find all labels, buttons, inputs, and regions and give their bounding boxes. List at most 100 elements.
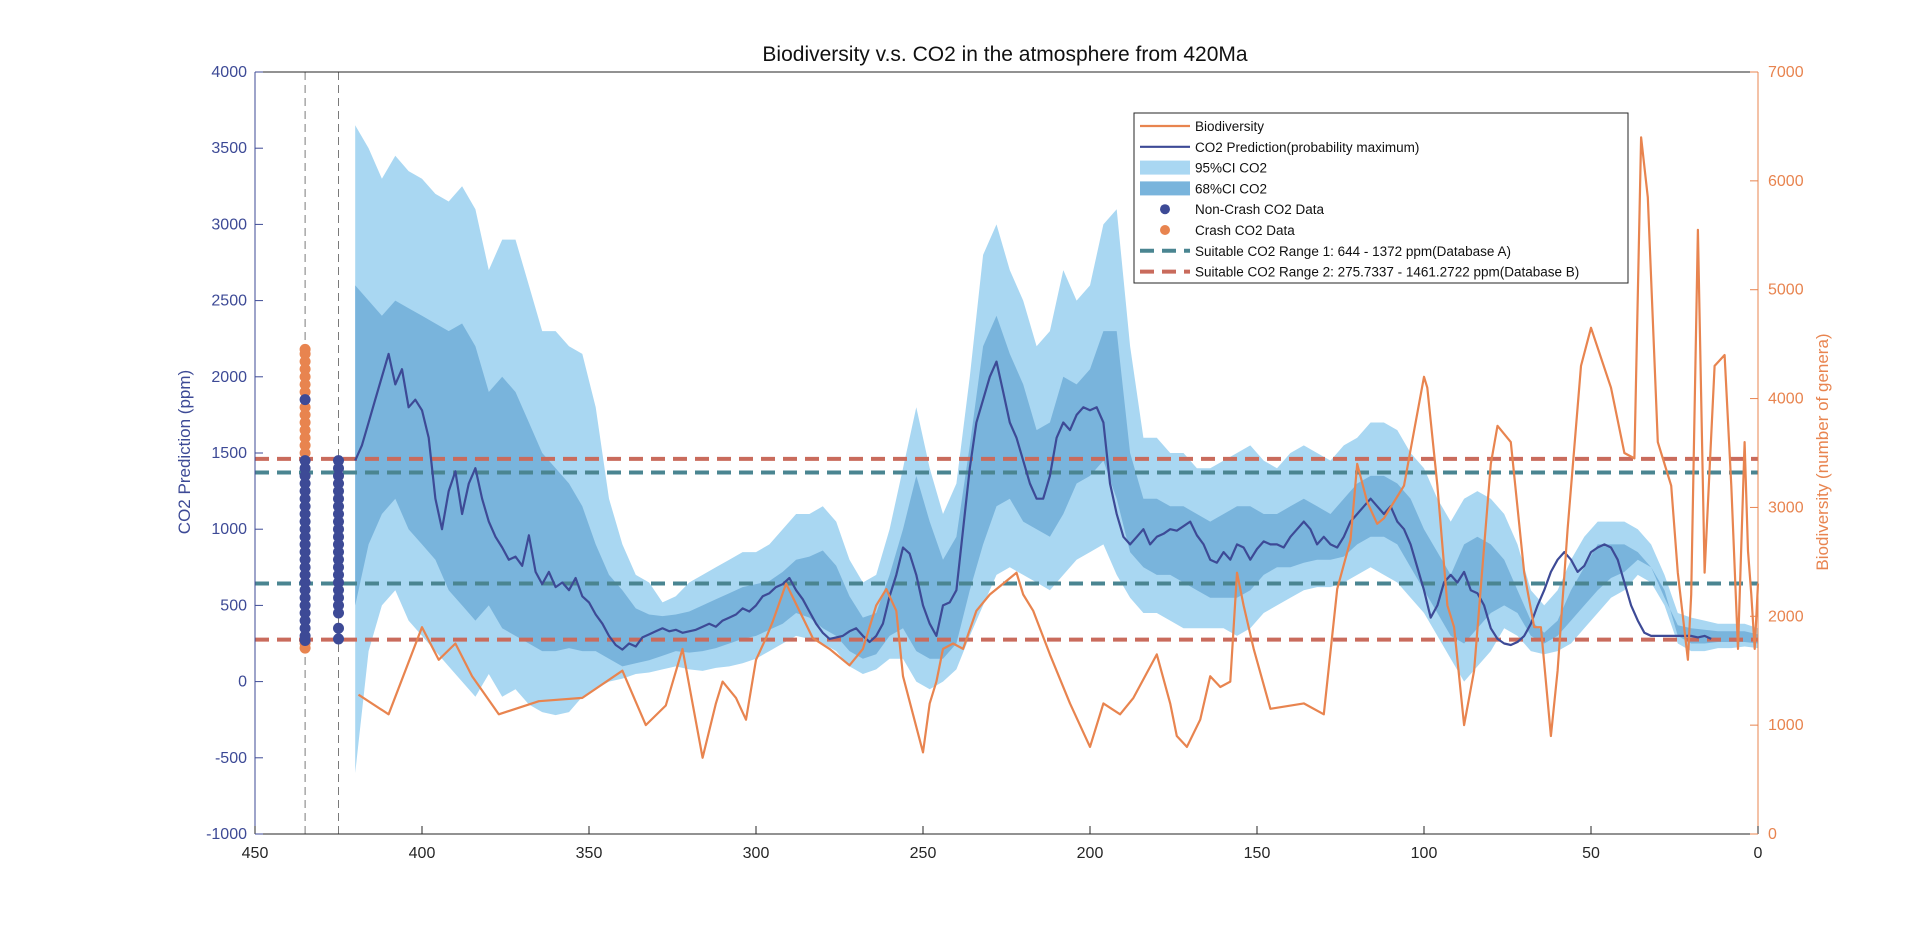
non-crash-data-point (299, 485, 311, 497)
non-crash-data-point (299, 546, 311, 558)
y-tick-label-left: 3500 (211, 140, 247, 157)
ci68-band (355, 285, 1759, 667)
legend-swatch-patch (1140, 181, 1190, 196)
y-tick-label-right: 1000 (1768, 717, 1804, 734)
legend-box (1133, 112, 1629, 284)
non-crash-data-point (299, 584, 311, 596)
non-crash-data-point (299, 569, 311, 581)
legend-label: Biodiversity (1195, 119, 1264, 134)
chart-title: Biodiversity v.s. CO2 in the atmosphere … (762, 43, 1247, 66)
y-tick-label-right: 2000 (1768, 608, 1804, 625)
x-tick-label: 300 (743, 845, 770, 862)
y-tick-label-left: 500 (220, 597, 247, 614)
crash-data-point (299, 432, 311, 444)
tick-labels: 450 400 350 300 250 200 150 100 50 0-1000-5000500… (206, 64, 1804, 862)
non-crash-data-point (299, 622, 311, 634)
y-tick-label-right: 6000 (1768, 173, 1804, 190)
non-crash-data-point (333, 508, 344, 520)
non-crash-data-point (299, 561, 311, 573)
x-tick-label: 150 (1244, 845, 1271, 862)
axes (254, 71, 1759, 835)
y-tick-label-right: 3000 (1768, 499, 1804, 516)
crash-data-point (299, 401, 311, 413)
co2-series (354, 352, 1712, 651)
non-crash-data-point (333, 622, 344, 634)
y-tick-label-right: 5000 (1768, 282, 1804, 299)
ci-bands (355, 125, 1759, 774)
suitable-range-lines (255, 456, 1758, 642)
legend-label: Non-Crash CO2 Data (1195, 202, 1325, 217)
non-crash-data-point (299, 455, 311, 467)
x-tick-label: 100 (1411, 845, 1438, 862)
x-tick-label: 200 (1077, 845, 1104, 862)
crash-data-point (299, 363, 311, 375)
y-tick-label-left: 2500 (211, 293, 247, 310)
non-crash-data-point (299, 493, 311, 505)
non-crash-data-point (299, 538, 311, 550)
crash-data-point (299, 409, 311, 421)
non-crash-data-point (299, 516, 311, 528)
non-crash-data-point (299, 500, 311, 512)
legend-label: Suitable CO2 Range 2: 275.7337 - 1461.27… (1195, 265, 1579, 280)
legend-label: 95%CI CO2 (1195, 161, 1267, 176)
non-crash-data-point (299, 477, 311, 489)
crash-data-point (299, 417, 311, 429)
non-crash-data-point (299, 531, 311, 543)
x-tick-label: 400 (409, 845, 436, 862)
non-crash-data-point (333, 584, 344, 596)
non-crash-data-point (333, 523, 344, 535)
non-crash-data-point (333, 516, 344, 528)
non-crash-data-point (333, 607, 344, 619)
non-crash-data-point (333, 592, 344, 604)
x-tick-label: 450 (242, 845, 269, 862)
non-crash-data-point (333, 554, 344, 566)
x-tick-label: 0 (1754, 845, 1763, 862)
crash-data-point (299, 386, 311, 398)
non-crash-data-point (333, 599, 344, 611)
non-crash-data-point (333, 633, 344, 645)
crash-data-point (299, 371, 311, 383)
legend-swatch-marker (1160, 225, 1170, 235)
y-axis-label-left: CO2 Prediction (ppm) (175, 370, 194, 534)
non-crash-data-point (299, 592, 311, 604)
non-crash-data-point (333, 569, 344, 581)
y-tick-label-left: 3000 (211, 216, 247, 233)
crash-data-point (299, 447, 311, 459)
non-crash-data-point (333, 577, 344, 589)
non-crash-data-point (299, 634, 311, 646)
non-crash-data-point (333, 493, 344, 505)
non-crash-data-point (333, 531, 344, 543)
y-tick-label-left: 1500 (211, 445, 247, 462)
non-crash-data-point (299, 523, 311, 535)
non-crash-data-point (299, 577, 311, 589)
non-crash-data-point (299, 607, 311, 619)
non-crash-data-point (333, 455, 344, 467)
legend: Biodiversity CO2 Prediction(probability m… (1133, 112, 1629, 284)
non-crash-data-point (299, 470, 311, 482)
non-crash-data-point (299, 462, 311, 474)
biodiversity-line (357, 136, 1760, 759)
non-crash-data-point (299, 615, 311, 627)
y-tick-label-left: 4000 (211, 64, 247, 81)
x-tick-label: 250 (910, 845, 937, 862)
x-tick-label: 50 (1582, 845, 1600, 862)
biodiversity-series (357, 136, 1760, 759)
y-tick-label-right: 0 (1768, 826, 1777, 843)
y-tick-label-left: -1000 (206, 826, 247, 843)
crash-data-point (299, 356, 311, 368)
y-tick-label-left: 0 (238, 674, 247, 691)
legend-swatch-patch (1140, 160, 1190, 175)
crash-data-point (299, 642, 311, 654)
non-crash-data-point (333, 477, 344, 489)
co2-data-points (299, 343, 344, 654)
non-crash-data-point (299, 599, 311, 611)
non-crash-data-point (333, 462, 344, 474)
legend-label: 68%CI CO2 (1195, 181, 1267, 196)
y-axis-label-right: Biodiversity (number of genera) (1813, 333, 1832, 570)
non-crash-data-point (299, 508, 311, 520)
co2-prediction-line (354, 352, 1712, 651)
legend-label: CO2 Prediction(probability maximum) (1195, 140, 1419, 155)
y-tick-label-left: -500 (215, 750, 247, 767)
y-tick-label-left: 2000 (211, 369, 247, 386)
